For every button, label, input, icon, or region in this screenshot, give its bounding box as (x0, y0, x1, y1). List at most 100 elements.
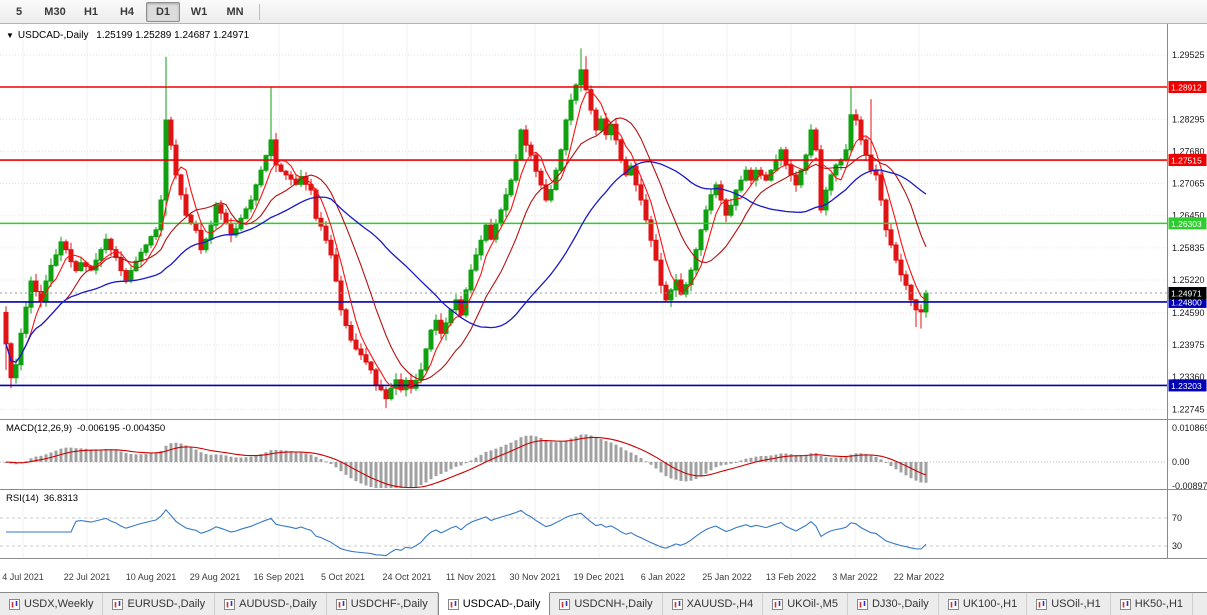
chart-tab-ukoil-m5[interactable]: UKOil-,M5 (763, 593, 848, 615)
tab-label: USDCNH-,Daily (574, 598, 653, 610)
macd-histogram-bar (629, 452, 633, 462)
macd-histogram-bar (599, 438, 603, 462)
candle-down (813, 129, 819, 151)
macd-histogram-bar (904, 462, 908, 476)
macd-histogram-bar (694, 462, 698, 480)
macd-histogram-bar (74, 448, 78, 462)
macd-histogram-bar (784, 453, 788, 462)
macd-histogram-bar (554, 442, 558, 462)
date-label: 3 Mar 2022 (832, 572, 878, 582)
macd-histogram-bar (794, 455, 798, 462)
candle-down (783, 149, 789, 166)
macd-histogram-bar (634, 455, 638, 462)
macd-histogram-bar (759, 456, 763, 462)
macd-histogram-bar (654, 462, 658, 469)
macd-histogram-bar (434, 462, 438, 477)
macd-histogram-bar (849, 454, 853, 462)
candle-down (343, 309, 349, 326)
macd-histogram-bar (394, 462, 398, 488)
candle-down (333, 254, 339, 282)
macd-histogram-bar (589, 435, 593, 462)
macd-histogram-bar (879, 459, 883, 462)
timeframe-button-m30[interactable]: M30 (44, 5, 66, 18)
macd-histogram-bar (514, 440, 518, 462)
tab-label: USDCAD-,Daily (462, 598, 541, 610)
candle-down (218, 204, 224, 214)
candle-up (153, 229, 159, 238)
macd-histogram-bar (459, 462, 463, 466)
candle-up (698, 229, 704, 251)
timeframe-toolbar: 5 M30 H1 H4 D1 W1 MN (0, 0, 1207, 24)
candle-up (578, 69, 584, 86)
macd-histogram-bar (329, 462, 333, 465)
timeframe-button-h4[interactable]: H4 (119, 5, 135, 18)
macd-histogram-bar (229, 456, 233, 462)
macd-histogram-bar (104, 449, 108, 462)
price-tick-label: 1.23360 (1172, 372, 1205, 382)
chart-tab-usdx-weekly[interactable]: USDX,Weekly (0, 593, 104, 615)
candle-up (668, 289, 674, 301)
tab-label: XAUUSD-,H4 (686, 598, 754, 610)
candle-up (843, 149, 849, 161)
macd-histogram-bar (729, 462, 733, 464)
price-tick-label: 1.27065 (1172, 179, 1205, 189)
candle-down (528, 144, 534, 156)
candle-down (638, 184, 644, 201)
timeframe-button-h1[interactable]: H1 (83, 5, 99, 18)
candle-up (688, 269, 694, 286)
candle-up (513, 159, 519, 181)
candle-down (903, 274, 909, 286)
candle-down (763, 174, 769, 181)
candle-up (753, 169, 759, 181)
macd-histogram-bar (419, 462, 423, 486)
chart-window[interactable]: 1.29525 1.28295 1.27680 1.27065 1.26450 1.258… (0, 24, 1207, 592)
timeframe-button-5[interactable]: 5 (15, 5, 23, 18)
candle-down (898, 259, 904, 276)
candle-down (523, 129, 529, 146)
macd-histogram-bar (464, 462, 468, 464)
chart-icon (1119, 598, 1131, 610)
macd-histogram-bar (99, 449, 103, 462)
chart-tab-usdcad-daily[interactable]: USDCAD-,Daily (437, 592, 551, 615)
chart-tab-eurusd-daily[interactable]: EURUSD-,Daily (103, 593, 216, 615)
timeframe-button-d1[interactable]: D1 (146, 1, 180, 22)
candle-up (468, 269, 474, 291)
chart-tab-xauusd-h4[interactable]: XAUUSD-,H4 (663, 593, 764, 615)
candle-up (483, 224, 489, 241)
chart-tab-usoil-h1[interactable]: USOil-,H1 (1027, 593, 1111, 615)
chart-tab-audusd-daily[interactable]: AUDUSD-,Daily (215, 593, 327, 615)
chart-tab-usdcnh-daily[interactable]: USDCNH-,Daily (550, 593, 663, 615)
macd-histogram-bar (609, 442, 613, 462)
ma-mid-line (5, 117, 927, 381)
candle-down (383, 389, 389, 400)
macd-histogram-bar (194, 449, 198, 462)
macd-histogram-bar (379, 462, 383, 488)
chart-tab-usdchf-daily[interactable]: USDCHF-,Daily (327, 593, 438, 615)
price-chart-svg[interactable]: 1.29525 1.28295 1.27680 1.27065 1.26450 1.258… (0, 24, 1207, 592)
candle-down (588, 89, 594, 111)
candle-down (188, 214, 194, 225)
chart-tab-hk50-h1[interactable]: HK50-,H1 (1111, 593, 1194, 615)
macd-histogram-bar (764, 455, 768, 462)
macd-histogram-bar (424, 462, 428, 483)
candle-up (263, 155, 269, 171)
chart-tab-dj30-daily[interactable]: DJ30-,Daily (848, 593, 939, 615)
level-price-badge: 1.26303 (1171, 219, 1202, 229)
macd-histogram-bar (909, 462, 913, 479)
candle-up (393, 379, 399, 389)
candle-up (78, 262, 84, 272)
macd-histogram-bar (839, 457, 843, 462)
macd-histogram-bar (64, 447, 68, 462)
candle-down (228, 223, 234, 236)
macd-histogram-bar (204, 453, 208, 462)
macd-histogram-bar (869, 455, 873, 462)
macd-histogram-bar (244, 457, 248, 462)
macd-histogram-bar (639, 458, 643, 462)
chart-tab-uk100-h1[interactable]: UK100-,H1 (939, 593, 1028, 615)
macd-histogram-bar (719, 462, 723, 466)
macd-histogram-bar (29, 458, 33, 462)
macd-histogram-bar (644, 461, 648, 463)
timeframe-button-mn[interactable]: MN (226, 5, 244, 18)
timeframe-button-w1[interactable]: W1 (190, 5, 208, 18)
macd-histogram-bar (169, 443, 173, 462)
